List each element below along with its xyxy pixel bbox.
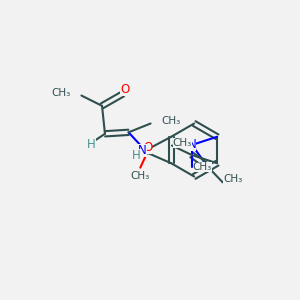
Text: N: N (138, 144, 147, 157)
Text: CH₃: CH₃ (51, 88, 70, 98)
Text: H: H (87, 139, 95, 152)
Text: O: O (143, 141, 152, 154)
Text: CH₃: CH₃ (173, 138, 192, 148)
Text: N: N (188, 138, 196, 152)
Text: CH₃: CH₃ (193, 162, 212, 172)
Text: H: H (132, 149, 141, 162)
Text: O: O (120, 83, 130, 96)
Text: CH₃: CH₃ (162, 116, 181, 126)
Text: CH₃: CH₃ (131, 171, 150, 181)
Text: CH₃: CH₃ (224, 174, 243, 184)
